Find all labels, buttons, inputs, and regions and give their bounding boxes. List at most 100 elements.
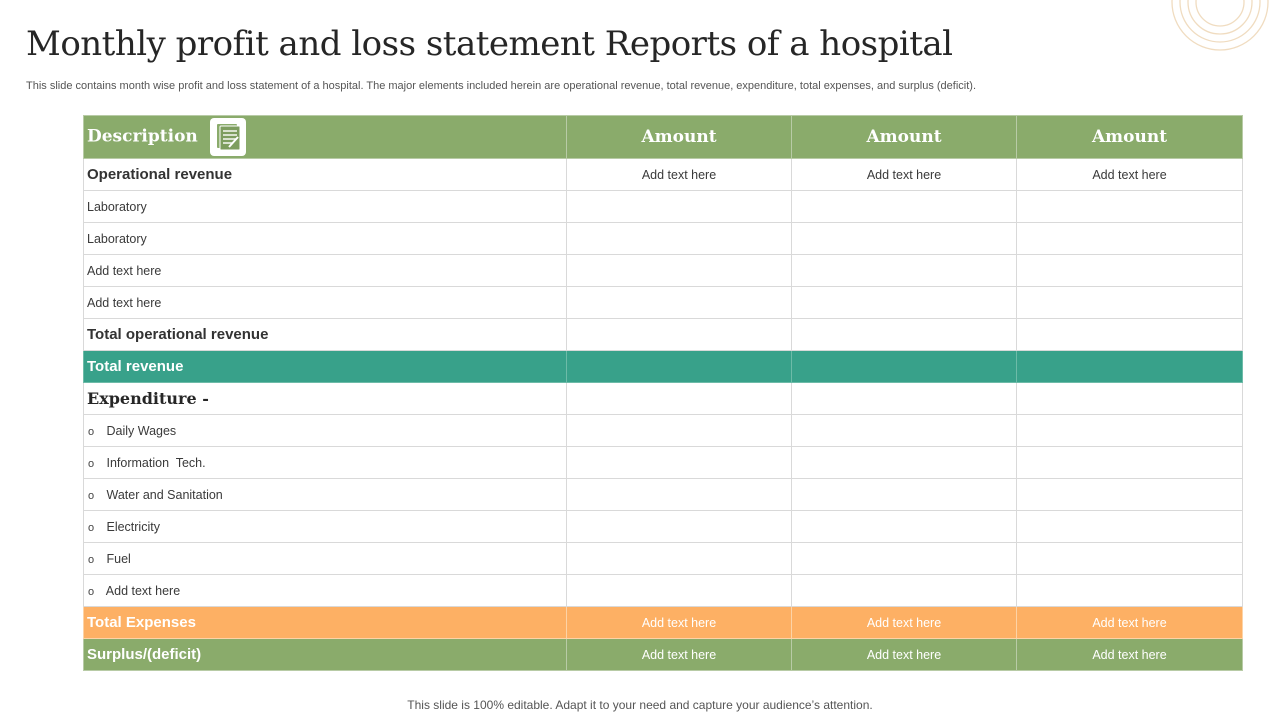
row-information-tech: o Information Tech.: [83, 446, 1243, 479]
amount-cell: Add text here: [791, 638, 1017, 671]
amount-cell: [1016, 542, 1243, 575]
amount-cell: Add text here: [1016, 606, 1243, 639]
row-label: Laboratory: [83, 190, 567, 223]
amount-cell: [791, 286, 1017, 319]
header-amount-2: Amount: [791, 115, 1017, 159]
row-label-cell: o Information Tech.: [83, 446, 567, 479]
amount-cell: [1016, 254, 1243, 287]
page-title: Monthly profit and loss statement Report…: [26, 24, 953, 64]
amount-cell: [566, 190, 792, 223]
amount-cell: [566, 222, 792, 255]
amount-cell: [1016, 574, 1243, 607]
amount-cell: Add text here: [566, 606, 792, 639]
header-amount-3: Amount: [1016, 115, 1243, 159]
row-label-cell: o Add text here: [83, 574, 567, 607]
row-label: Add text here: [83, 254, 567, 287]
amount-cell: [1016, 190, 1243, 223]
bullet-icon: o: [88, 553, 95, 566]
bullet-icon: o: [88, 521, 95, 534]
bullet-icon: o: [88, 585, 95, 598]
amount-cell: [1016, 286, 1243, 319]
amount-cell: [791, 574, 1017, 607]
row-surplus-deficit: Surplus/(deficit) Add text here Add text…: [83, 638, 1243, 671]
amount-cell: [566, 478, 792, 511]
amount-cell: [1016, 414, 1243, 447]
amount-cell: [1016, 382, 1243, 415]
amount-cell: [1016, 350, 1243, 383]
row-total-operational-revenue: Total operational revenue: [83, 318, 1243, 351]
header-description-label: Description: [87, 126, 198, 147]
row-label: Add text here: [105, 583, 181, 598]
row-label-cell: o Fuel: [83, 542, 567, 575]
amount-cell: [791, 254, 1017, 287]
amount-cell: [566, 350, 792, 383]
amount-cell: [566, 510, 792, 543]
amount-cell: [566, 542, 792, 575]
amount-cell: [566, 446, 792, 479]
amount-cell: [791, 318, 1017, 351]
amount-cell: [566, 254, 792, 287]
row-total-revenue: Total revenue: [83, 350, 1243, 383]
row-label: Fuel: [106, 551, 131, 566]
row-label-cell: o Water and Sanitation: [83, 478, 567, 511]
amount-cell: [791, 350, 1017, 383]
amount-cell: [791, 510, 1017, 543]
amount-cell: [566, 318, 792, 351]
row-label: Water and Sanitation: [106, 487, 223, 502]
amount-cell: [1016, 510, 1243, 543]
amount-cell: Add text here: [566, 638, 792, 671]
header-description: Description: [83, 115, 567, 159]
row-expenditure: Expenditure -: [83, 382, 1243, 415]
row-label-cell: o Daily Wages: [83, 414, 567, 447]
table-header-row: Description Amount Amount Amount: [83, 115, 1243, 159]
amount-cell: [791, 414, 1017, 447]
row-daily-wages: o Daily Wages: [83, 414, 1243, 447]
amount-cell: [566, 414, 792, 447]
amount-cell: [1016, 222, 1243, 255]
row-label: Operational revenue: [83, 158, 567, 191]
amount-cell: [791, 542, 1017, 575]
amount-cell: Add text here: [791, 606, 1017, 639]
row-fuel: o Fuel: [83, 542, 1243, 575]
amount-cell: [566, 382, 792, 415]
row-label: Daily Wages: [106, 423, 177, 438]
row-label: Add text here: [83, 286, 567, 319]
row-label-cell: o Electricity: [83, 510, 567, 543]
row-total-expenses: Total Expenses Add text here Add text he…: [83, 606, 1243, 639]
decorative-circles: [1170, 0, 1280, 60]
document-icon: [209, 118, 246, 156]
row-label: Laboratory: [83, 222, 567, 255]
row-label: Information Tech.: [106, 455, 206, 470]
amount-cell: [1016, 478, 1243, 511]
bullet-icon: o: [88, 425, 95, 438]
bullet-icon: o: [88, 457, 95, 470]
amount-cell: [566, 574, 792, 607]
header-amount-1: Amount: [566, 115, 792, 159]
row-label: Expenditure -: [83, 382, 567, 415]
amount-cell: Add text here: [566, 158, 792, 191]
amount-cell: [566, 286, 792, 319]
row-label: Surplus/(deficit): [83, 638, 567, 671]
amount-cell: Add text here: [791, 158, 1017, 191]
row-laboratory-2: Laboratory: [83, 222, 1243, 255]
row-placeholder-2: Add text here: [83, 286, 1243, 319]
row-laboratory-1: Laboratory: [83, 190, 1243, 223]
row-label: Total revenue: [83, 350, 567, 383]
amount-cell: [791, 382, 1017, 415]
page-subtitle: This slide contains month wise profit an…: [26, 80, 976, 92]
amount-cell: [1016, 318, 1243, 351]
row-electricity: o Electricity: [83, 510, 1243, 543]
amount-cell: Add text here: [1016, 158, 1243, 191]
amount-cell: [791, 190, 1017, 223]
row-expenditure-placeholder: o Add text here: [83, 574, 1243, 607]
amount-cell: Add text here: [1016, 638, 1243, 671]
amount-cell: [791, 478, 1017, 511]
amount-cell: [791, 222, 1017, 255]
row-water-sanitation: o Water and Sanitation: [83, 478, 1243, 511]
row-label: Total operational revenue: [83, 318, 567, 351]
row-label: Electricity: [106, 519, 160, 534]
profit-loss-table: Description Amount Amount Amount Operati…: [83, 115, 1243, 671]
row-label: Total Expenses: [83, 606, 567, 639]
bullet-icon: o: [88, 489, 95, 502]
row-operational-revenue: Operational revenue Add text here Add te…: [83, 158, 1243, 191]
